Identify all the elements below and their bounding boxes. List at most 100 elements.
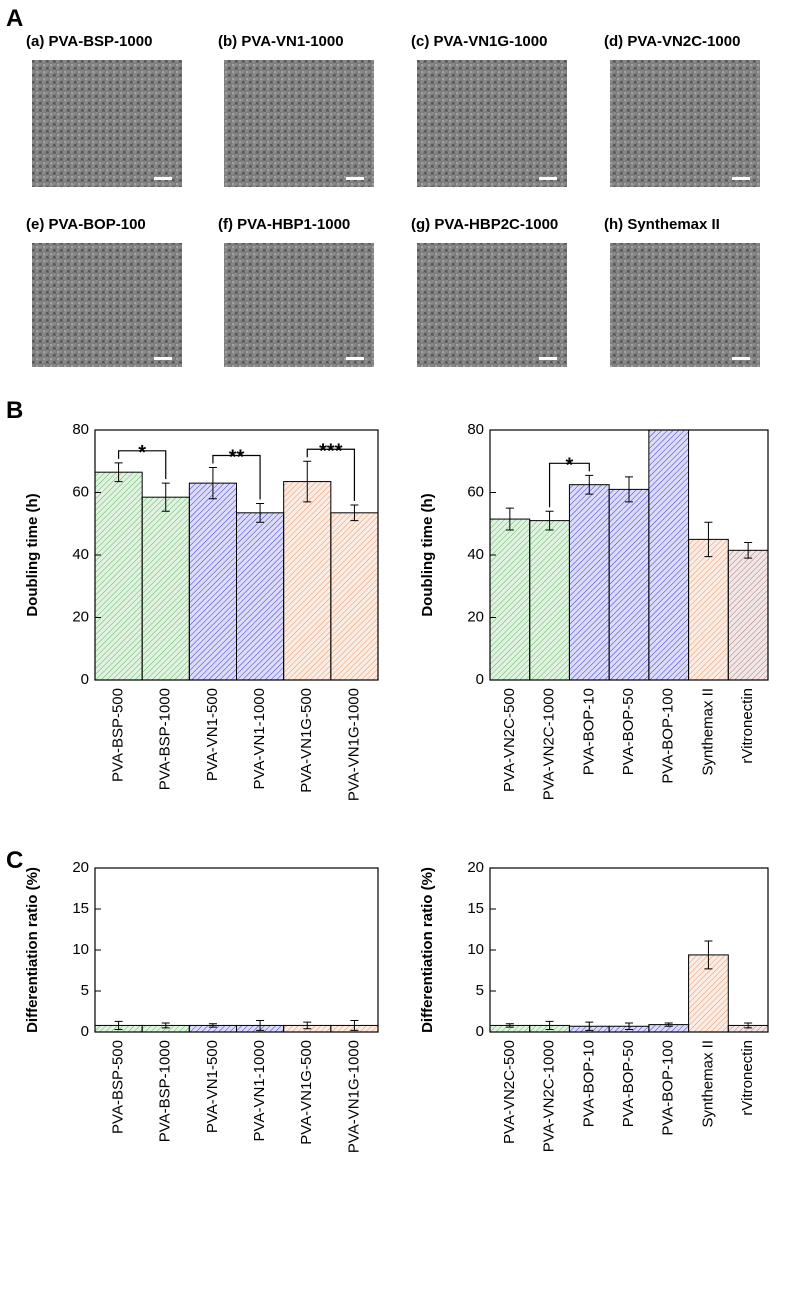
error-bar <box>704 940 713 970</box>
error-bar <box>625 476 633 503</box>
significance-bracket <box>212 454 261 500</box>
error-bar <box>256 502 265 523</box>
bar <box>568 484 610 681</box>
significance-mark: * <box>566 454 574 476</box>
y-tick-label: 0 <box>476 671 484 688</box>
x-tick-label: PVA-BOP-50 <box>620 1040 637 1127</box>
error-bar <box>545 510 554 531</box>
micrograph-label: (f) PVA-HBP1-1000 <box>218 216 350 233</box>
error-bar <box>545 1020 554 1031</box>
y-tick-label: 10 <box>72 941 89 958</box>
x-tick-label: Synthemax II <box>699 1040 716 1128</box>
x-tick-label: Synthemax II <box>699 688 716 776</box>
micrograph-label: (b) PVA-VN1-1000 <box>218 33 344 50</box>
bar <box>489 518 531 681</box>
plot-frame <box>94 867 379 1033</box>
y-tick-label: 80 <box>467 421 484 438</box>
micrograph-image <box>417 60 567 187</box>
x-tick-label: PVA-BOP-10 <box>580 688 597 775</box>
bar <box>648 429 690 681</box>
micrograph-image <box>417 243 567 367</box>
error-bar <box>505 1023 514 1028</box>
significance-bracket <box>117 450 167 480</box>
error-bar <box>303 1021 312 1030</box>
y-tick-label: 60 <box>467 483 484 500</box>
error-bar <box>585 1021 594 1031</box>
bar <box>141 496 190 681</box>
micrograph-image <box>32 243 182 367</box>
x-tick-label: PVA-VN2C-500 <box>501 1040 518 1144</box>
scale-bar <box>154 177 172 180</box>
panel-letter: C <box>6 847 23 874</box>
micrograph-image <box>32 60 182 187</box>
scale-bar <box>154 357 172 360</box>
bar <box>236 512 285 681</box>
y-tick-label: 5 <box>476 982 484 999</box>
x-tick-label: PVA-VN1-500 <box>204 1040 221 1133</box>
x-tick-label: PVA-VN1-1000 <box>251 688 268 789</box>
scale-bar <box>539 357 557 360</box>
x-tick-label: rVitronectin <box>739 688 756 764</box>
panel-letter: B <box>6 397 23 424</box>
y-tick-label: 0 <box>81 671 89 688</box>
micrograph-label: (h) Synthemax II <box>604 216 720 233</box>
x-tick-label: PVA-BSP-500 <box>110 688 127 782</box>
error-bar <box>585 474 594 495</box>
y-tick-label: 80 <box>72 421 89 438</box>
micrograph-label: (d) PVA-VN2C-1000 <box>604 33 740 50</box>
x-tick-label: PVA-VN1G-500 <box>298 1040 315 1145</box>
error-bar <box>114 462 123 483</box>
error-bar <box>208 1023 217 1028</box>
micrograph-image <box>224 60 374 187</box>
x-tick-label: PVA-BOP-100 <box>660 1040 677 1136</box>
error-bar <box>505 507 514 531</box>
x-tick-label: PVA-BOP-10 <box>580 1040 597 1127</box>
significance-mark: ** <box>229 447 245 469</box>
x-tick-label: PVA-VN1G-500 <box>298 688 315 793</box>
micrograph-label: (e) PVA-BOP-100 <box>26 216 146 233</box>
y-tick-label: 15 <box>467 900 484 917</box>
y-tick-label: 20 <box>72 859 89 876</box>
y-axis-label: Doubling time (h) <box>24 493 41 616</box>
micrograph-label: (g) PVA-HBP2C-1000 <box>411 216 558 233</box>
micrograph-label: (a) PVA-BSP-1000 <box>26 33 152 50</box>
x-tick-label: PVA-VN2C-1000 <box>541 1040 558 1152</box>
micrograph-image <box>610 60 760 187</box>
bar <box>188 482 237 681</box>
bar <box>688 538 729 681</box>
bar <box>94 471 143 681</box>
x-tick-label: PVA-VN1G-1000 <box>345 688 362 801</box>
micrograph-image <box>610 243 760 367</box>
panel-letter: A <box>6 5 23 32</box>
significance-mark: * <box>138 442 146 464</box>
error-bar <box>350 504 359 522</box>
error-bar <box>625 1022 633 1031</box>
error-bar <box>744 1022 753 1029</box>
y-tick-label: 0 <box>476 1023 484 1040</box>
bar <box>283 481 332 681</box>
x-tick-label: rVitronectin <box>739 1040 756 1116</box>
y-tick-label: 15 <box>72 900 89 917</box>
error-bar <box>256 1020 265 1031</box>
error-bar <box>664 1022 673 1027</box>
y-tick-label: 40 <box>72 546 89 563</box>
y-tick-label: 20 <box>467 859 484 876</box>
error-bar <box>161 1022 170 1029</box>
error-bar <box>744 542 753 559</box>
x-tick-label: PVA-VN1-500 <box>204 688 221 781</box>
y-tick-label: 5 <box>81 982 89 999</box>
x-tick-label: PVA-VN2C-1000 <box>541 688 558 800</box>
y-tick-label: 60 <box>72 483 89 500</box>
scale-bar <box>732 357 750 360</box>
scale-bar <box>732 177 750 180</box>
y-axis-label: Differentiation ratio (%) <box>24 867 41 1033</box>
error-bar <box>350 1020 359 1031</box>
y-axis-label: Doubling time (h) <box>419 493 436 616</box>
error-bar <box>303 460 312 503</box>
scale-bar <box>346 357 364 360</box>
significance-mark: *** <box>319 440 343 462</box>
x-tick-label: PVA-BSP-1000 <box>157 688 174 790</box>
x-tick-label: PVA-VN1-1000 <box>251 1040 268 1141</box>
bar <box>330 512 379 681</box>
